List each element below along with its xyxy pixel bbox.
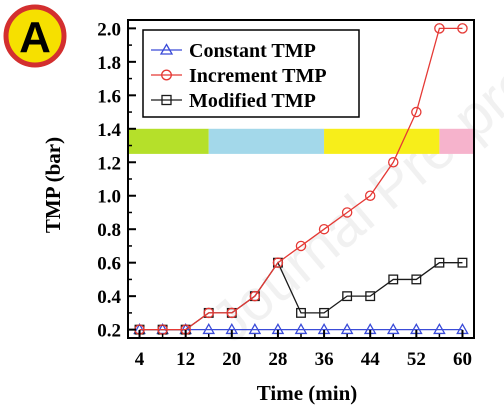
data-point-triangle <box>386 323 400 335</box>
data-point-circle <box>272 257 284 268</box>
y-tick-label: 0.8 <box>97 220 121 241</box>
x-tick-label: 52 <box>407 349 426 370</box>
y-tick-label: 2.0 <box>97 19 121 40</box>
data-point-circle <box>388 157 399 168</box>
y-tick-label: 0.6 <box>97 254 121 275</box>
data-point-triangle <box>340 323 354 335</box>
y-tick-label: 1.2 <box>97 153 121 174</box>
legend-item-constant: Constant TMP <box>151 40 316 62</box>
legend-label-increment: Increment TMP <box>189 65 327 87</box>
x-tick-label: 12 <box>176 349 195 370</box>
data-point-circle <box>226 307 238 319</box>
data-point-square <box>434 257 445 268</box>
phase-band-2 <box>208 128 325 154</box>
phase-bands <box>128 128 474 154</box>
legend-marker-circle <box>161 69 172 81</box>
data-point-triangle <box>294 323 308 335</box>
badge-circle <box>3 4 67 68</box>
legend-item-increment: Increment TMP <box>151 65 327 87</box>
legend: Constant TMP Increment TMP Modified TMP <box>142 29 360 118</box>
y-axis-title: TMP (bar) <box>41 137 65 233</box>
series-line-circle <box>139 27 463 331</box>
data-point-circle <box>364 190 376 201</box>
data-point-circle <box>203 307 214 319</box>
data-point-square <box>365 291 376 302</box>
x-tick-label: 44 <box>361 349 381 370</box>
data-point-circle <box>249 290 261 302</box>
y-tick-label: 1.4 <box>97 120 121 141</box>
phase-band-3 <box>324 128 440 154</box>
phase-band-4 <box>439 128 474 154</box>
panel-badge: A <box>3 4 67 68</box>
data-point-square <box>296 307 306 318</box>
data-point-square <box>319 307 330 318</box>
data-point-square <box>342 291 353 302</box>
x-tick-label: 28 <box>268 349 287 370</box>
x-axis-title: Time (min) <box>257 381 358 405</box>
data-point-circle <box>295 240 307 252</box>
phase-band-1 <box>128 128 209 154</box>
data-point-square <box>388 274 399 285</box>
data-point-square <box>411 274 422 285</box>
x-tick-label: 4 <box>135 349 145 370</box>
legend-box <box>142 29 360 118</box>
data-point-circle <box>457 23 468 34</box>
data-point-triangle <box>248 323 262 335</box>
data-point-square <box>457 257 468 268</box>
data-point-circle <box>341 207 353 218</box>
data-point-circle <box>434 23 445 34</box>
x-tick-label: 60 <box>453 349 472 370</box>
data-point-triangle <box>433 323 446 335</box>
legend-label-modified: Modified TMP <box>189 90 316 112</box>
y-tick-label: 0.4 <box>97 287 121 308</box>
y-tick-label: 0.2 <box>97 321 121 342</box>
y-tick-label: 1.6 <box>97 86 121 107</box>
badge-letter: A <box>19 13 51 62</box>
y-tick-label: 1.0 <box>97 187 121 208</box>
data-point-circle <box>318 223 330 235</box>
y-tick-label: 1.8 <box>97 53 121 74</box>
x-tick-label: 20 <box>222 349 241 370</box>
data-point-circle <box>411 106 422 118</box>
data-point-triangle <box>202 323 216 335</box>
axis-ticks: 4 12 20 28 36 44 52 60 0.2 0.4 0.6 0.8 1.0 1.2 1.4 1.6 1… <box>97 19 472 370</box>
x-tick-label: 36 <box>315 349 334 370</box>
legend-marker-square <box>161 94 172 106</box>
legend-label-constant: Constant TMP <box>189 40 316 62</box>
legend-item-modified: Modified TMP <box>151 90 316 112</box>
legend-marker-triangle <box>159 43 174 55</box>
